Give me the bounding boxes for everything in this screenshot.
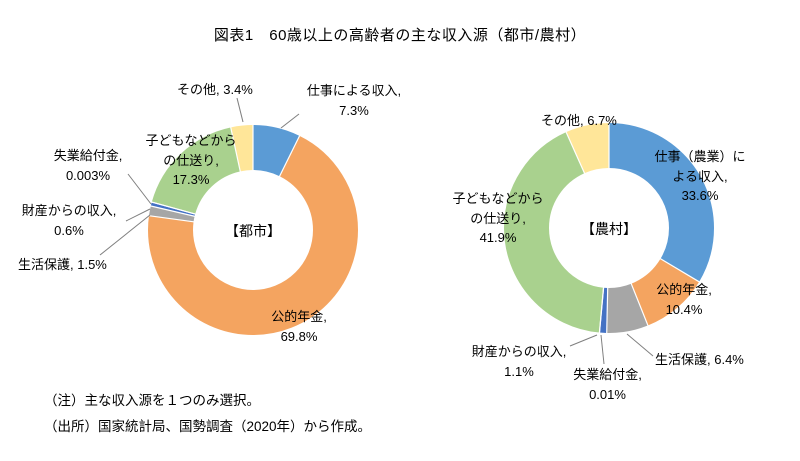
rural-label-pension: 公的年金, 10.4% bbox=[656, 282, 712, 317]
segment-separator bbox=[149, 205, 196, 218]
donut-chart-rural bbox=[504, 122, 714, 334]
rural-center-label: 【農村】 bbox=[581, 221, 637, 237]
rural-label-remittance: 子どもなどから の仕送り, 41.9% bbox=[452, 191, 544, 245]
segment-separator bbox=[606, 286, 609, 334]
leader-rural-unemployment bbox=[600, 334, 605, 365]
rural-label-unemployment: 失業給付金, 0.01% bbox=[573, 367, 642, 402]
segment-separator bbox=[659, 257, 701, 283]
donut-segment bbox=[148, 125, 358, 335]
segment-separator bbox=[229, 126, 242, 173]
rural-label-assistance: 生活保護, 6.4% bbox=[655, 352, 744, 367]
rural-label-property: 財産からの収入, 1.1% bbox=[471, 344, 567, 379]
segment-separator bbox=[150, 201, 197, 215]
urban-label-work: 仕事による収入, 7.3% bbox=[306, 83, 402, 118]
urban-label-assistance: 生活保護, 1.5% bbox=[18, 257, 107, 272]
note-source: （出所）国家統計局、国勢調査（2020年）から作成。 bbox=[44, 419, 372, 435]
segment-separator bbox=[598, 286, 605, 334]
note-selection: （注）主な収入源を１つのみ選択。 bbox=[44, 393, 260, 408]
urban-label-remittance: 子どもなどから の仕送り, 17.3% bbox=[145, 133, 237, 187]
urban-center-label: 【都市】 bbox=[225, 223, 281, 239]
rural-label-other: その他, 6.7% bbox=[541, 113, 617, 128]
segment-separator bbox=[147, 214, 195, 223]
urban-label-other: その他, 3.4% bbox=[177, 82, 253, 97]
donut-segment bbox=[504, 123, 714, 333]
donut-chart-urban bbox=[147, 124, 358, 335]
urban-label-unemployment: 失業給付金, 0.003% bbox=[53, 148, 123, 183]
donut-segment bbox=[504, 123, 714, 333]
rural-label-work: 仕事（農業）に よる収入, 33.6% bbox=[654, 149, 746, 203]
segment-separator bbox=[278, 134, 301, 178]
figure-title: 図表1 60歳以上の高齢者の主な収入源（都市/農村） bbox=[213, 27, 587, 44]
segment-separator bbox=[630, 282, 649, 327]
segment-separator bbox=[565, 130, 586, 175]
urban-label-property: 財産からの収入, 0.6% bbox=[21, 203, 117, 238]
figure-notes: （注）主な収入源を１つのみ選択。 （出所）国家統計局、国勢調査（2020年）から… bbox=[44, 388, 371, 441]
urban-label-pension: 公的年金, 69.8% bbox=[271, 309, 327, 344]
leader-urban-other bbox=[236, 97, 244, 123]
